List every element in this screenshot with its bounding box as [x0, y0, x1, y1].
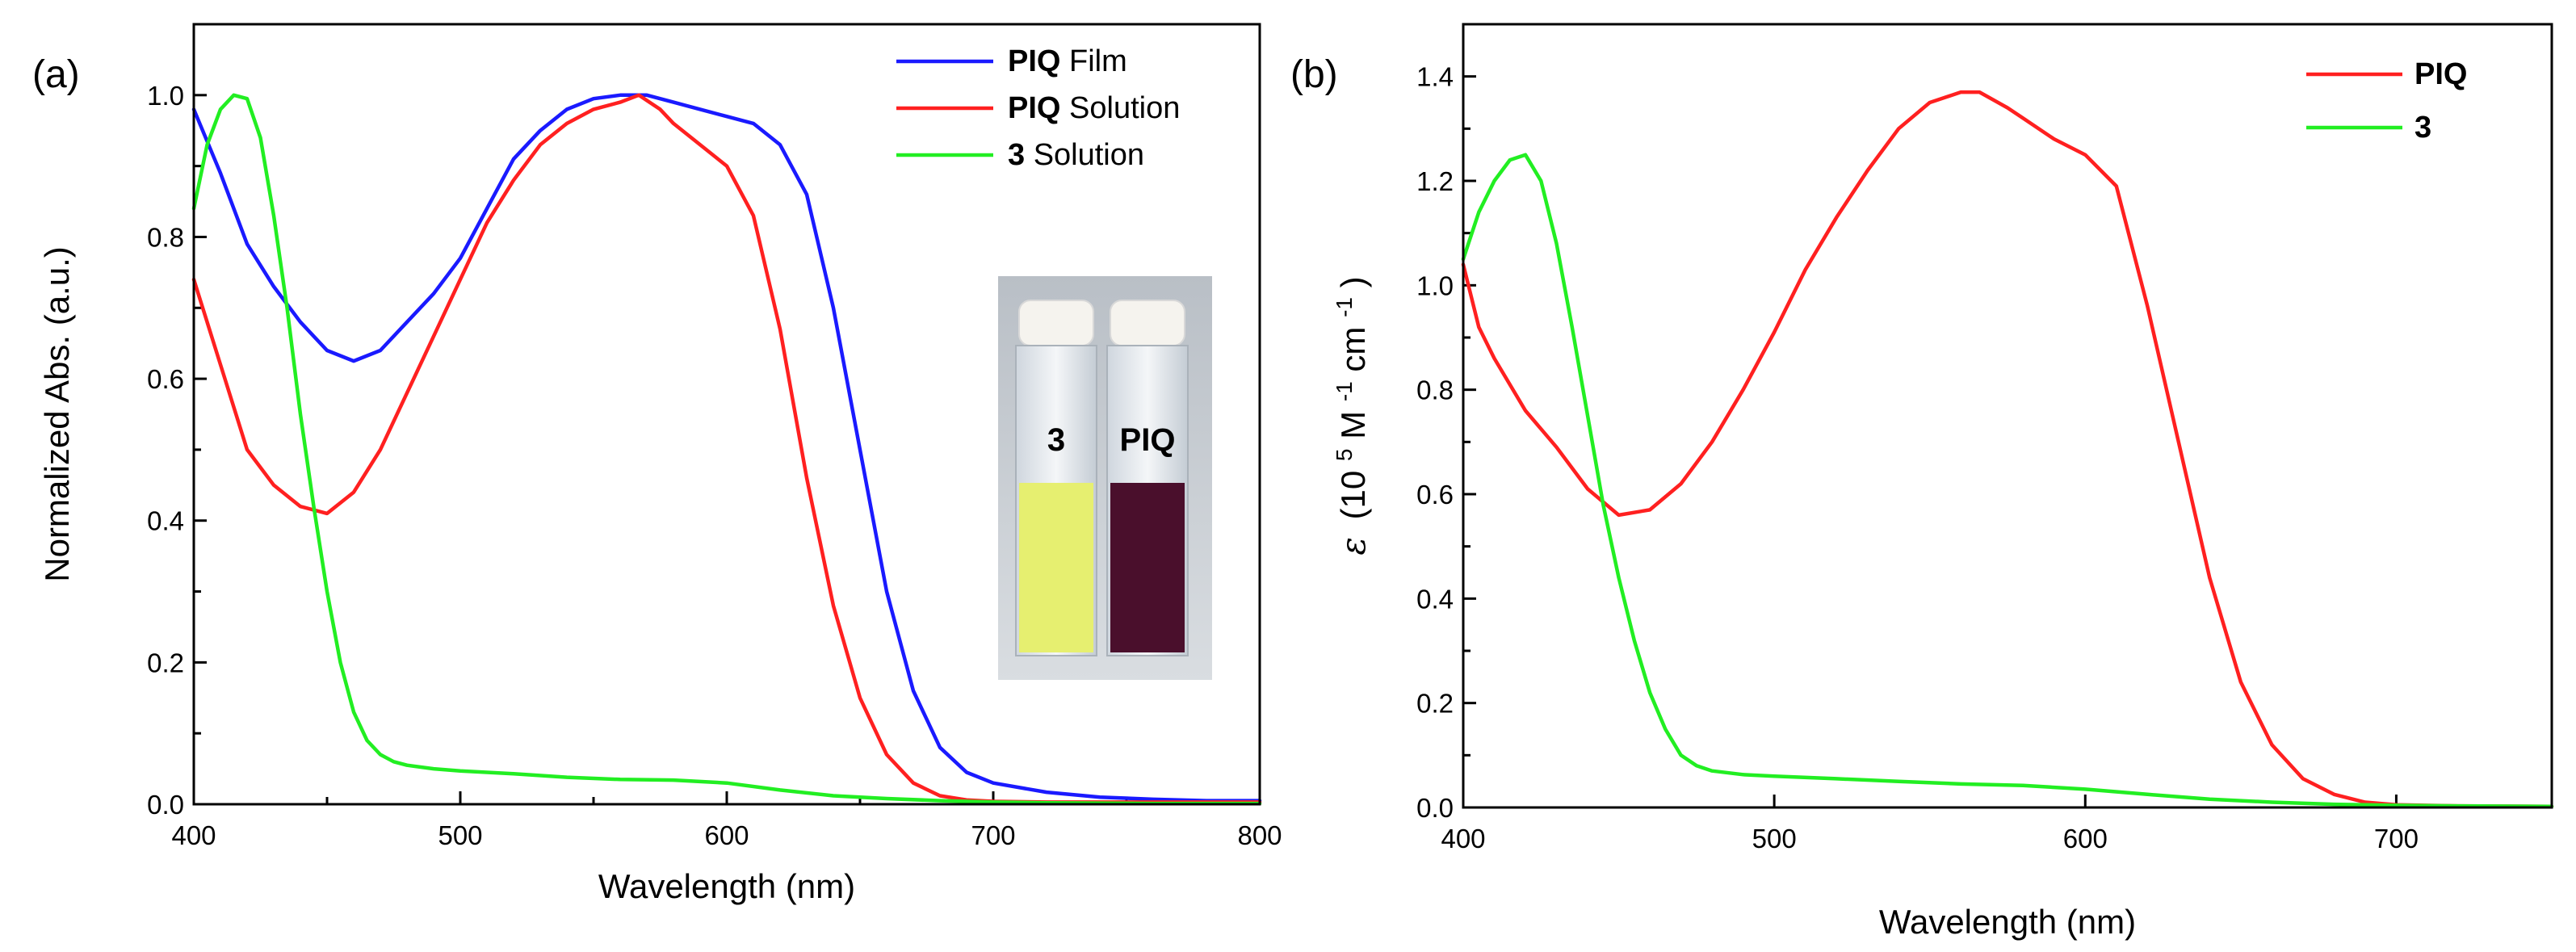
x-tick-label: 700: [2374, 824, 2419, 853]
y-tick-label: 0.2: [147, 648, 184, 677]
panel-b-label: (b): [1290, 53, 1338, 96]
x-tick-label: 400: [1441, 824, 1485, 853]
panel-a-plot-frame: [192, 23, 1261, 806]
panel-b-series: [1461, 90, 2554, 808]
panel-b-x-axis-title: Wavelength (nm): [1879, 903, 2136, 941]
panel-b-legend: PIQ 3: [2306, 57, 2467, 145]
legend-label: 3: [2414, 111, 2431, 145]
legend-label: PIQ: [2414, 57, 2467, 91]
y-tick-label: 0.6: [1416, 480, 1454, 510]
x-tick-label: 800: [1237, 820, 1282, 850]
legend-label-rest-part: Solution: [1060, 91, 1180, 125]
panel-b-ticks: 400 500 600 700 0.0 0.2 0.4 0.6 0.8 1.0 1.2 1.4: [1416, 62, 2419, 853]
vial-3-liquid: [1019, 483, 1093, 652]
panel-b: (b) 400 500 600 700 0.0 0.2 0.4 0.6 0.8 1.0 1.2 1.4…: [1290, 23, 2554, 941]
vial-3-cap: [1018, 300, 1094, 346]
series-line-3-solution: [191, 93, 1262, 806]
panel-a-series: [191, 93, 1262, 806]
panel-a-x-axis-title: Wavelength (nm): [598, 867, 855, 905]
legend-label: PIQ Film: [1008, 44, 1127, 78]
y-axis-unit-superscript: -1: [1332, 381, 1357, 401]
legend-label-bold-part: PIQ: [2414, 57, 2467, 91]
panel-b-plot-frame: [1462, 23, 2553, 809]
vial-piq-label: PIQ: [1120, 422, 1176, 458]
panel-a-inset-photo: 3 PIQ: [998, 276, 1212, 680]
y-tick-label: 0.4: [147, 506, 184, 536]
x-tick-label: 500: [1752, 824, 1797, 853]
y-tick-label: 0.4: [1416, 584, 1454, 614]
y-axis-unit-part: M: [1334, 411, 1372, 439]
y-axis-unit-part: ): [1334, 276, 1372, 287]
x-tick-label: 600: [2063, 824, 2108, 853]
y-axis-unit-part: cm: [1334, 327, 1372, 372]
vial-piq-cap: [1110, 300, 1185, 346]
panel-a-ticks: 400 500 600 700 800 0.0 0.2 0.4 0.6 0.8 1.0: [147, 81, 1282, 850]
y-axis-epsilon-symbol: ε: [1333, 537, 1373, 556]
legend-label: 3 Solution: [1008, 138, 1144, 172]
x-tick-label: 500: [438, 820, 482, 850]
y-tick-label: 1.2: [1416, 166, 1454, 196]
y-tick-label: 0.0: [1416, 793, 1454, 823]
panel-b-y-axis-title: ε (10 5 M -1 cm -1 ): [1321, 276, 1373, 555]
y-tick-label: 1.0: [147, 81, 184, 111]
y-tick-label: 0.0: [147, 790, 184, 820]
legend-label-bold-part: PIQ: [1008, 44, 1060, 78]
y-tick-label: 0.2: [1416, 689, 1454, 719]
y-tick-label: 1.0: [1416, 271, 1454, 300]
x-tick-label: 600: [704, 820, 749, 850]
panel-a-label: (a): [32, 53, 80, 96]
vial-piq-liquid: [1110, 483, 1185, 652]
y-axis-unit-part: (10: [1334, 471, 1372, 520]
y-axis-unit-superscript: -1: [1332, 297, 1357, 317]
y-tick-label: 0.6: [147, 364, 184, 394]
legend-label-bold-part: PIQ: [1008, 91, 1060, 125]
y-tick-label: 0.8: [1416, 375, 1454, 405]
legend-label-bold-part: 3: [1008, 138, 1025, 172]
series-line-piq-film: [191, 93, 1262, 803]
x-tick-label: 700: [971, 820, 1015, 850]
series-line-piq: [1461, 90, 2554, 808]
x-tick-label: 400: [171, 820, 216, 850]
legend-label-rest-part: Film: [1060, 44, 1126, 78]
legend-label-rest-part: Solution: [1025, 138, 1144, 172]
y-tick-label: 0.8: [147, 222, 184, 252]
panel-a: (a) 3 PIQ 400 500 600 700 800 0.0 0.2 0.4 0.6 0.8…: [32, 23, 1282, 905]
legend-label-bold-part: 3: [2414, 111, 2431, 145]
panel-a-y-axis-title: Normalized Abs. (a.u.): [38, 246, 76, 582]
y-axis-unit-superscript: 5: [1332, 449, 1357, 462]
y-tick-label: 1.4: [1416, 62, 1454, 92]
series-line-3: [1461, 153, 2554, 808]
legend-label: PIQ Solution: [1008, 91, 1180, 125]
vial-3-label: 3: [1047, 422, 1065, 458]
